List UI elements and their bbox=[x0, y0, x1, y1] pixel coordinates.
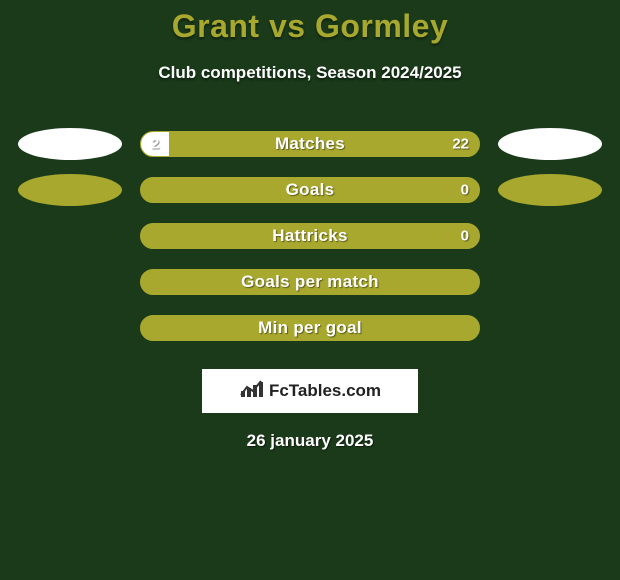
stat-label: Goals per match bbox=[141, 272, 479, 292]
logo-text: FcTables.com bbox=[269, 381, 381, 401]
footer-date: 26 january 2025 bbox=[0, 431, 620, 451]
comparison-row: 0Hattricks bbox=[0, 213, 620, 259]
page-root: Grant vs Gormley Club competitions, Seas… bbox=[0, 0, 620, 580]
comparison-row: Goals per match bbox=[0, 259, 620, 305]
stat-label: Matches bbox=[141, 134, 479, 154]
stat-bar: 0Hattricks bbox=[140, 223, 480, 249]
stat-bar: 222Matches bbox=[140, 131, 480, 157]
stat-bar: Min per goal bbox=[140, 315, 480, 341]
stat-label: Goals bbox=[141, 180, 479, 200]
title-left: Grant bbox=[172, 8, 260, 44]
subtitle: Club competitions, Season 2024/2025 bbox=[0, 63, 620, 83]
title-right: Gormley bbox=[315, 8, 448, 44]
comparison-row: 0Goals bbox=[0, 167, 620, 213]
player-oval-left bbox=[18, 128, 122, 160]
player-oval-right bbox=[498, 174, 602, 206]
player-oval-left bbox=[18, 174, 122, 206]
stat-label: Min per goal bbox=[141, 318, 479, 338]
player-oval-right bbox=[498, 128, 602, 160]
comparison-row: Min per goal bbox=[0, 305, 620, 351]
comparison-row: 222Matches bbox=[0, 121, 620, 167]
comparison-chart: 222Matches 0Goals 0Hattricks Goals per matc… bbox=[0, 121, 620, 351]
logo-box: FcTables.com bbox=[202, 369, 418, 413]
stat-label: Hattricks bbox=[141, 226, 479, 246]
title-vs: vs bbox=[269, 8, 306, 44]
stat-bar: 0Goals bbox=[140, 177, 480, 203]
stat-bar: Goals per match bbox=[140, 269, 480, 295]
page-title: Grant vs Gormley bbox=[0, 0, 620, 45]
bar-chart-icon bbox=[239, 379, 265, 404]
